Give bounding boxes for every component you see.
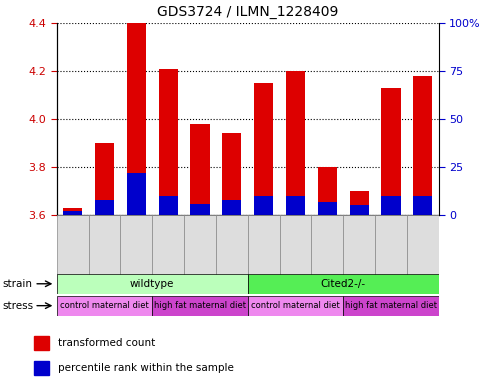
Bar: [57, 215, 89, 275]
Bar: [247, 274, 439, 294]
Bar: [254, 196, 273, 215]
Text: control maternal diet: control maternal diet: [60, 301, 149, 310]
Bar: [343, 215, 375, 275]
Bar: [89, 215, 120, 275]
Bar: [127, 173, 146, 215]
Title: GDS3724 / ILMN_1228409: GDS3724 / ILMN_1228409: [157, 5, 338, 19]
Text: transformed count: transformed count: [58, 338, 155, 348]
Bar: [152, 215, 184, 275]
Bar: [222, 200, 242, 215]
Bar: [350, 205, 369, 215]
Text: Cited2-/-: Cited2-/-: [320, 279, 366, 289]
Bar: [247, 215, 280, 275]
Bar: [312, 215, 343, 275]
Bar: [159, 196, 177, 215]
Bar: [318, 167, 337, 215]
Bar: [216, 215, 247, 275]
Bar: [159, 69, 177, 215]
Bar: [286, 71, 305, 215]
Text: wildtype: wildtype: [130, 279, 175, 289]
Bar: [184, 215, 216, 275]
Bar: [318, 202, 337, 215]
Bar: [375, 215, 407, 275]
Bar: [343, 296, 439, 316]
Text: stress: stress: [2, 301, 34, 311]
Bar: [190, 204, 210, 215]
Text: strain: strain: [2, 279, 33, 289]
Bar: [247, 296, 343, 316]
Bar: [34, 361, 49, 375]
Bar: [57, 274, 247, 294]
Bar: [280, 215, 312, 275]
Bar: [63, 211, 82, 215]
Bar: [57, 296, 152, 316]
Bar: [382, 196, 400, 215]
Bar: [95, 200, 114, 215]
Text: high fat maternal diet: high fat maternal diet: [154, 301, 246, 310]
Bar: [222, 133, 242, 215]
Text: percentile rank within the sample: percentile rank within the sample: [58, 363, 234, 373]
Bar: [413, 196, 432, 215]
Bar: [120, 215, 152, 275]
Bar: [254, 83, 273, 215]
Bar: [95, 143, 114, 215]
Bar: [63, 208, 82, 215]
Text: high fat maternal diet: high fat maternal diet: [345, 301, 437, 310]
Bar: [127, 23, 146, 215]
Bar: [190, 124, 210, 215]
Bar: [152, 296, 247, 316]
Bar: [286, 196, 305, 215]
Bar: [413, 76, 432, 215]
Bar: [350, 191, 369, 215]
Bar: [34, 336, 49, 350]
Bar: [382, 88, 400, 215]
Bar: [407, 215, 439, 275]
Text: control maternal diet: control maternal diet: [251, 301, 340, 310]
